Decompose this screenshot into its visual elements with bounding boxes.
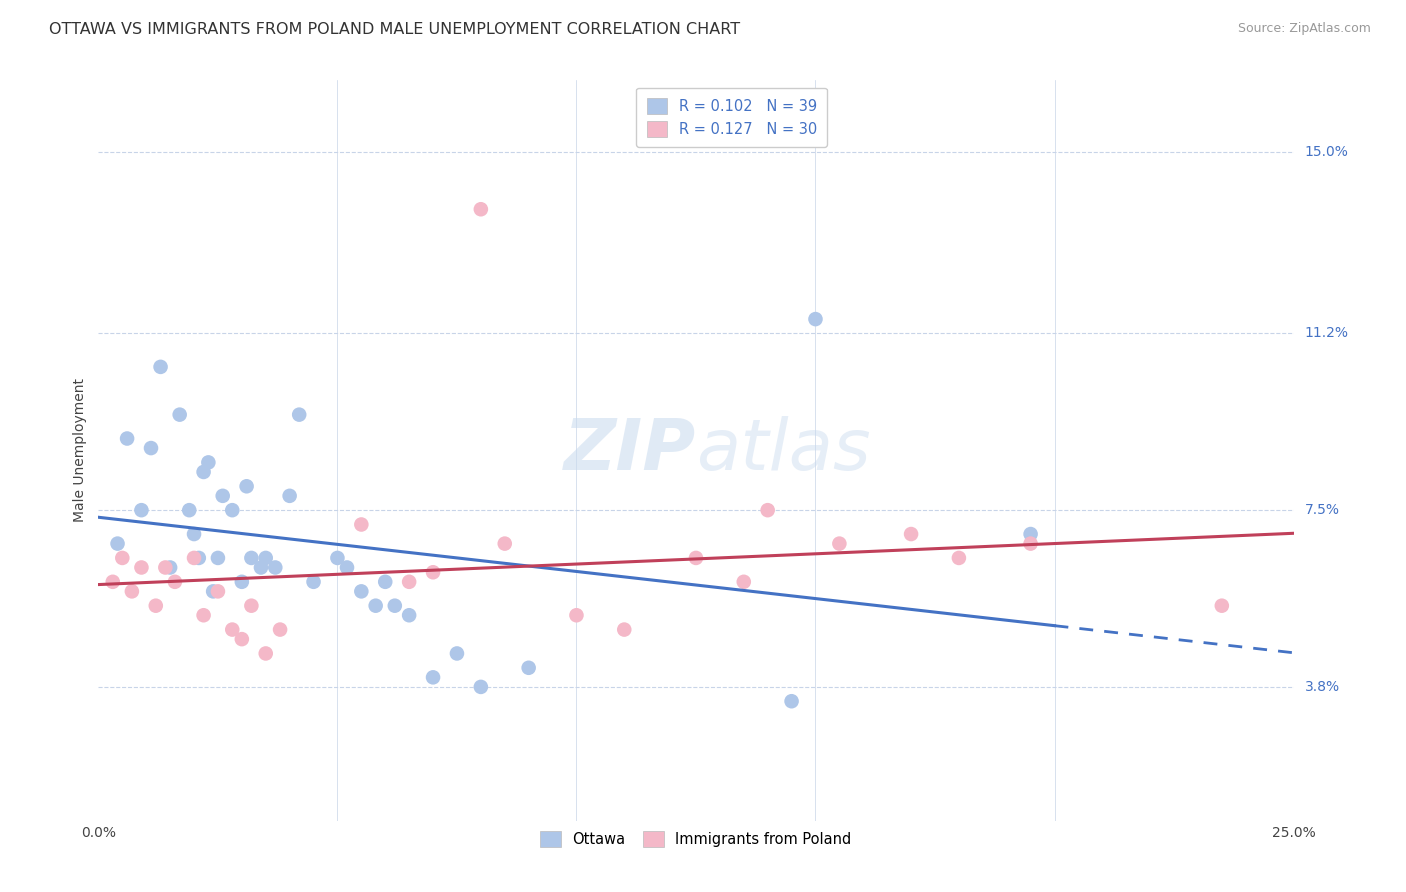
Point [374, 574, 396, 589]
Text: ZIP: ZIP [564, 416, 696, 485]
Point [756, 503, 779, 517]
Point [250, 560, 273, 574]
Point [398, 608, 420, 623]
Text: atlas: atlas [696, 416, 870, 485]
Point [278, 489, 301, 503]
Point [1019, 527, 1042, 541]
Point [197, 455, 219, 469]
Point [384, 599, 406, 613]
Point [422, 566, 444, 580]
Point [470, 202, 492, 217]
Legend: Ottawa, Immigrants from Poland: Ottawa, Immigrants from Poland [533, 823, 859, 854]
Point [221, 503, 243, 517]
Point [336, 560, 359, 574]
Point [613, 623, 636, 637]
Point [149, 359, 172, 374]
Point [121, 584, 143, 599]
Point [254, 647, 277, 661]
Point [111, 550, 134, 565]
Point [269, 623, 291, 637]
Point [1211, 599, 1233, 613]
Point [302, 574, 325, 589]
Text: 7.5%: 7.5% [1305, 503, 1340, 517]
Point [193, 608, 215, 623]
Point [422, 670, 444, 684]
Point [231, 574, 253, 589]
Point [169, 408, 191, 422]
Point [183, 527, 205, 541]
Point [264, 560, 287, 574]
Point [804, 312, 827, 326]
Point [733, 574, 755, 589]
Point [517, 661, 540, 675]
Point [231, 632, 253, 647]
Point [470, 680, 492, 694]
Point [211, 489, 233, 503]
Point [240, 550, 263, 565]
Point [350, 517, 373, 532]
Point [131, 560, 153, 574]
Text: 11.2%: 11.2% [1305, 326, 1348, 341]
Point [139, 441, 162, 455]
Point [235, 479, 257, 493]
Point [398, 574, 420, 589]
Point [183, 550, 205, 565]
Point [159, 560, 181, 574]
Text: 3.8%: 3.8% [1305, 680, 1340, 694]
Point [1019, 536, 1042, 550]
Point [179, 503, 201, 517]
Point [446, 647, 468, 661]
Point [207, 550, 229, 565]
Y-axis label: Male Unemployment: Male Unemployment [73, 378, 87, 523]
Point [207, 584, 229, 599]
Point [107, 536, 129, 550]
Point [364, 599, 387, 613]
Point [780, 694, 803, 708]
Point [187, 550, 209, 565]
Point [254, 550, 277, 565]
Text: 15.0%: 15.0% [1305, 145, 1348, 159]
Point [828, 536, 851, 550]
Text: Source: ZipAtlas.com: Source: ZipAtlas.com [1237, 22, 1371, 36]
Point [326, 550, 349, 565]
Point [948, 550, 970, 565]
Point [115, 432, 138, 446]
Point [155, 560, 177, 574]
Point [193, 465, 215, 479]
Point [145, 599, 167, 613]
Point [900, 527, 922, 541]
Point [131, 503, 153, 517]
Point [565, 608, 588, 623]
Point [494, 536, 516, 550]
Point [240, 599, 263, 613]
Point [288, 408, 311, 422]
Point [163, 574, 186, 589]
Point [101, 574, 124, 589]
Point [202, 584, 225, 599]
Point [350, 584, 373, 599]
Text: OTTAWA VS IMMIGRANTS FROM POLAND MALE UNEMPLOYMENT CORRELATION CHART: OTTAWA VS IMMIGRANTS FROM POLAND MALE UN… [49, 22, 741, 37]
Point [221, 623, 243, 637]
Point [685, 550, 707, 565]
